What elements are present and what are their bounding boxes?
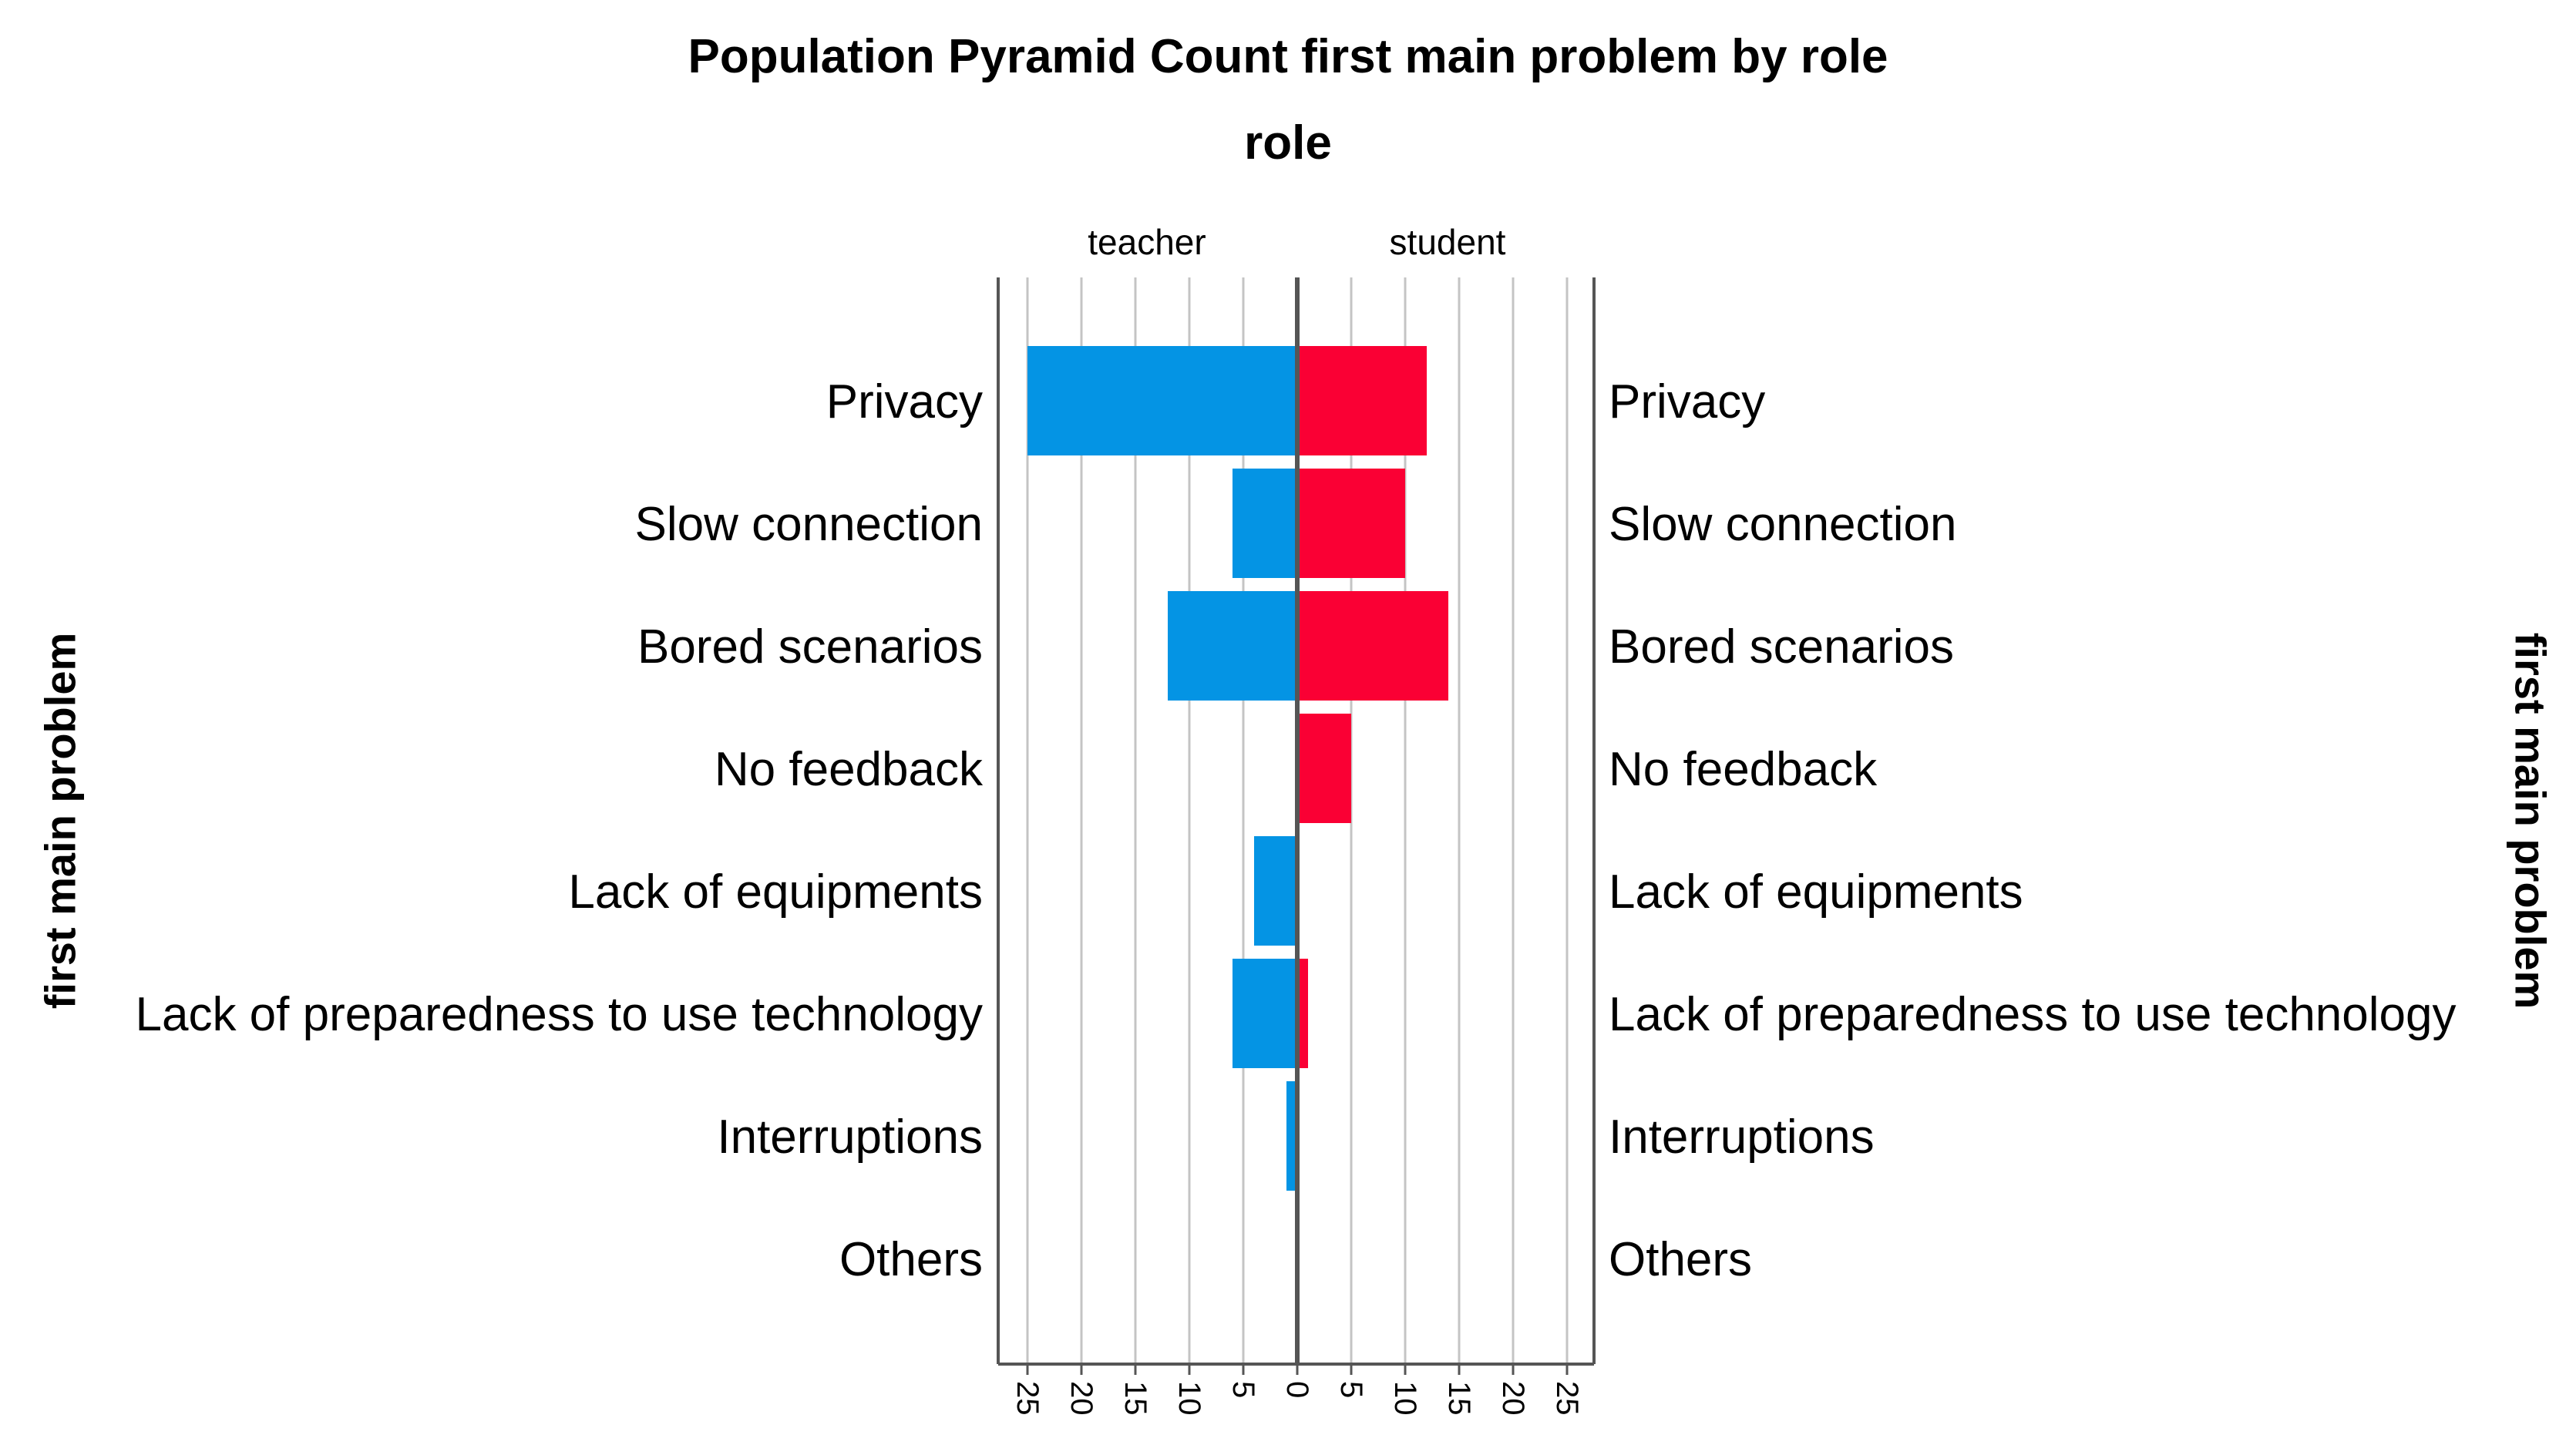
chart-title: Population Pyramid Count first main prob…: [688, 30, 1888, 83]
bar-teacher-lack-of-equipments: [1254, 836, 1297, 946]
category-label-right-others: Others: [1609, 1233, 1752, 1286]
category-label-left-slow-connection: Slow connection: [635, 498, 984, 551]
bar-teacher-slow-connection: [1233, 469, 1297, 578]
bar-student-no-feedback: [1297, 714, 1351, 823]
tick-label-0: 0: [1280, 1381, 1314, 1398]
category-label-right-lack-of-preparedness-to-use-technology: Lack of preparedness to use technology: [1609, 988, 2457, 1041]
bar-teacher-bored-scenarios: [1168, 591, 1297, 701]
tick-label-student-15: 15: [1442, 1381, 1476, 1416]
tick-label-teacher-20: 20: [1064, 1381, 1098, 1416]
group-label-teacher: teacher: [1088, 222, 1206, 262]
y-axis-title-left: first main problem: [36, 633, 85, 1010]
tick-label-teacher-25: 25: [1011, 1381, 1044, 1416]
category-label-left-lack-of-equipments: Lack of equipments: [568, 865, 983, 919]
category-label-left-lack-of-preparedness-to-use-technology: Lack of preparedness to use technology: [135, 988, 983, 1041]
category-label-left-interruptions: Interruptions: [717, 1111, 983, 1164]
category-label-right-lack-of-equipments: Lack of equipments: [1609, 865, 2023, 919]
bar-teacher-lack-of-preparedness-to-use-technology: [1233, 959, 1297, 1068]
group-label-student: student: [1390, 222, 1506, 262]
bar-student-lack-of-preparedness-to-use-technology: [1297, 959, 1308, 1068]
category-label-right-slow-connection: Slow connection: [1609, 498, 1957, 551]
bar-teacher-privacy: [1027, 346, 1297, 455]
bar-student-privacy: [1297, 346, 1427, 455]
bar-teacher-interruptions: [1286, 1081, 1297, 1191]
category-label-right-bored-scenarios: Bored scenarios: [1609, 620, 1954, 674]
category-label-right-privacy: Privacy: [1609, 375, 1765, 428]
tick-label-student-20: 20: [1496, 1381, 1530, 1416]
category-label-left-privacy: Privacy: [826, 375, 983, 428]
tick-label-student-5: 5: [1334, 1381, 1368, 1398]
tick-label-teacher-5: 5: [1226, 1381, 1260, 1398]
y-axis-title-right: first main problem: [2507, 633, 2555, 1010]
category-label-left-bored-scenarios: Bored scenarios: [637, 620, 983, 674]
tick-label-teacher-15: 15: [1118, 1381, 1152, 1416]
bar-student-slow-connection: [1297, 469, 1405, 578]
tick-label-student-25: 25: [1550, 1381, 1584, 1416]
tick-label-student-10: 10: [1388, 1381, 1422, 1416]
bar-student-bored-scenarios: [1297, 591, 1448, 701]
category-label-left-others: Others: [839, 1233, 983, 1286]
tick-label-teacher-10: 10: [1172, 1381, 1206, 1416]
category-label-right-no-feedback: No feedback: [1609, 743, 1878, 796]
category-label-left-no-feedback: No feedback: [715, 743, 984, 796]
panel-title: role: [1244, 116, 1332, 170]
category-label-right-interruptions: Interruptions: [1609, 1111, 1875, 1164]
